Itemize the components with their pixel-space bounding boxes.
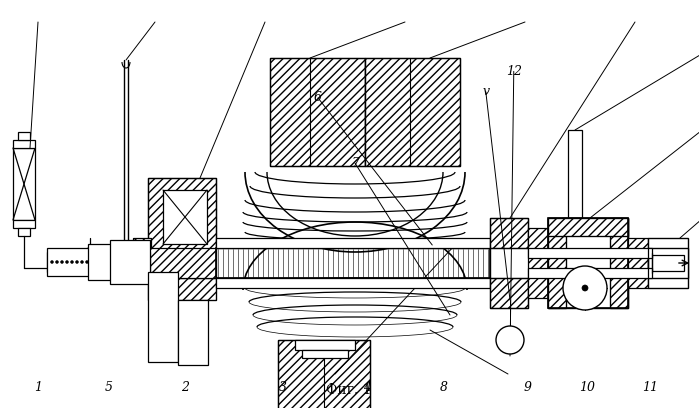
- Bar: [365, 58, 460, 166]
- Circle shape: [66, 260, 69, 264]
- Bar: [216, 248, 490, 278]
- Circle shape: [80, 260, 83, 264]
- Bar: [628, 238, 648, 288]
- Circle shape: [496, 326, 524, 354]
- Bar: [216, 278, 490, 288]
- Bar: [528, 228, 548, 298]
- Bar: [652, 255, 684, 271]
- Text: 4: 4: [363, 381, 371, 394]
- Bar: [178, 300, 208, 365]
- Bar: [548, 218, 628, 308]
- Bar: [548, 218, 628, 308]
- Circle shape: [50, 260, 54, 264]
- Bar: [548, 218, 628, 236]
- Bar: [490, 278, 528, 308]
- Bar: [648, 238, 688, 288]
- Bar: [610, 218, 628, 308]
- Bar: [648, 248, 688, 278]
- Bar: [47, 252, 150, 272]
- Bar: [163, 190, 207, 244]
- Text: 2: 2: [181, 381, 189, 394]
- Text: v: v: [482, 85, 489, 98]
- Bar: [13, 220, 35, 228]
- Bar: [148, 248, 216, 278]
- Circle shape: [75, 260, 78, 264]
- Bar: [148, 248, 216, 278]
- Bar: [270, 58, 365, 166]
- Bar: [278, 340, 370, 408]
- Circle shape: [85, 260, 89, 264]
- Bar: [295, 340, 355, 350]
- Bar: [133, 238, 151, 266]
- Circle shape: [582, 285, 588, 291]
- Text: Фиг. 1: Фиг. 1: [326, 383, 372, 397]
- Text: 8: 8: [440, 381, 448, 394]
- Bar: [490, 278, 528, 308]
- Bar: [216, 248, 490, 278]
- Circle shape: [563, 266, 607, 310]
- Bar: [88, 244, 118, 280]
- Text: 9: 9: [524, 381, 532, 394]
- Bar: [490, 218, 528, 248]
- Bar: [133, 238, 151, 266]
- Bar: [148, 178, 216, 278]
- Text: 1: 1: [34, 381, 43, 394]
- Text: 11: 11: [642, 381, 658, 394]
- Bar: [47, 248, 93, 276]
- Text: 6: 6: [314, 91, 322, 104]
- Bar: [278, 340, 370, 408]
- Bar: [148, 272, 178, 362]
- Bar: [548, 218, 566, 308]
- Text: 10: 10: [579, 381, 595, 394]
- Text: 5: 5: [104, 381, 113, 394]
- Bar: [490, 218, 528, 248]
- Circle shape: [61, 260, 64, 264]
- Text: 3: 3: [279, 381, 287, 394]
- Bar: [18, 228, 30, 236]
- Bar: [216, 238, 490, 248]
- Bar: [528, 268, 652, 278]
- Bar: [148, 278, 216, 300]
- Bar: [365, 58, 460, 166]
- Bar: [568, 130, 582, 218]
- Bar: [562, 218, 588, 238]
- Bar: [18, 132, 30, 140]
- Bar: [13, 148, 35, 220]
- Bar: [528, 248, 652, 258]
- Bar: [110, 240, 150, 284]
- Bar: [302, 350, 348, 358]
- Circle shape: [71, 260, 73, 264]
- Bar: [628, 238, 648, 288]
- Bar: [548, 218, 628, 236]
- Bar: [148, 278, 216, 300]
- Bar: [528, 228, 548, 298]
- Bar: [148, 178, 216, 278]
- Circle shape: [55, 260, 59, 264]
- Bar: [548, 218, 566, 308]
- Text: 7: 7: [351, 157, 359, 170]
- Text: 12: 12: [506, 65, 521, 78]
- Bar: [610, 218, 628, 308]
- Bar: [13, 140, 35, 148]
- Bar: [270, 58, 365, 166]
